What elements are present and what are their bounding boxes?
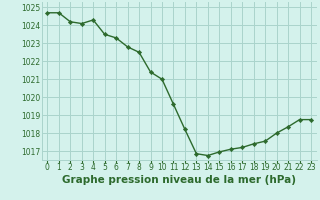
X-axis label: Graphe pression niveau de la mer (hPa): Graphe pression niveau de la mer (hPa) xyxy=(62,175,296,185)
